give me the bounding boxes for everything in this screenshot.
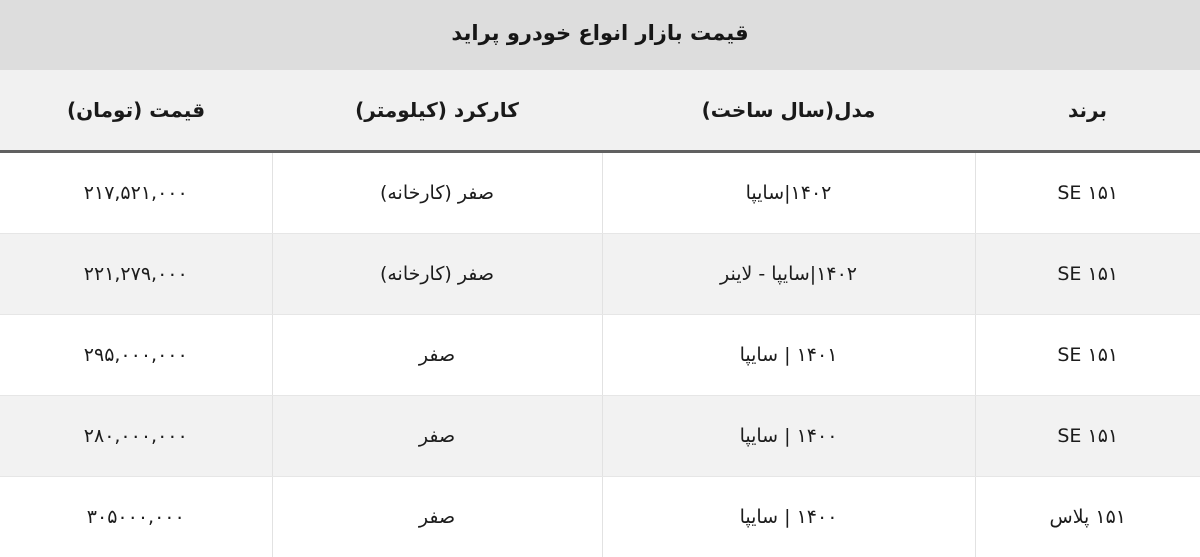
table-body: ۱۵۱ SE ۱۴۰۲|سایپا صفر (کارخانه) ۲۱۷,۵۲۱,… [0, 152, 1200, 557]
table-header-row: برند مدل(سال ساخت) کارکرد (کیلومتر) قیمت… [0, 70, 1200, 152]
car-price-table: برند مدل(سال ساخت) کارکرد (کیلومتر) قیمت… [0, 70, 1200, 557]
cell-brand: ۱۵۱ SE [975, 315, 1200, 396]
cell-model: ۱۴۰۲|سایپا - لاینر [602, 234, 975, 315]
cell-brand: ۱۵۱ پلاس [975, 477, 1200, 557]
column-header-mileage: کارکرد (کیلومتر) [272, 70, 602, 152]
table-row: ۱۵۱ SE ۱۴۰۲|سایپا صفر (کارخانه) ۲۱۷,۵۲۱,… [0, 152, 1200, 234]
cell-price: ۳۰۵۰۰۰,۰۰۰ [0, 477, 272, 557]
table-row: ۱۵۱ SE ۱۴۰۱ | سایپا صفر ۲۹۵,۰۰۰,۰۰۰ [0, 315, 1200, 396]
cell-mileage: صفر [272, 315, 602, 396]
cell-brand: ۱۵۱ SE [975, 234, 1200, 315]
cell-price: ۲۹۵,۰۰۰,۰۰۰ [0, 315, 272, 396]
table-row: ۱۵۱ SE ۱۴۰۲|سایپا - لاینر صفر (کارخانه) … [0, 234, 1200, 315]
table-row: ۱۵۱ پلاس ۱۴۰۰ | سایپا صفر ۳۰۵۰۰۰,۰۰۰ [0, 477, 1200, 557]
cell-price: ۲۲۱,۲۷۹,۰۰۰ [0, 234, 272, 315]
page-title: قیمت بازار انواع خودرو پراید [451, 23, 748, 48]
column-header-brand: برند [975, 70, 1200, 152]
column-header-model: مدل(سال ساخت) [602, 70, 975, 152]
cell-model: ۱۴۰۱ | سایپا [602, 315, 975, 396]
cell-mileage: صفر (کارخانه) [272, 152, 602, 234]
cell-model: ۱۴۰۰ | سایپا [602, 396, 975, 477]
title-banner: قیمت بازار انواع خودرو پراید [0, 0, 1200, 70]
cell-mileage: صفر [272, 477, 602, 557]
price-table-page: قیمت بازار انواع خودرو پراید برند مدل(سا… [0, 0, 1200, 541]
table-row: ۱۵۱ SE ۱۴۰۰ | سایپا صفر ۲۸۰,۰۰۰,۰۰۰ [0, 396, 1200, 477]
cell-brand: ۱۵۱ SE [975, 396, 1200, 477]
cell-model: ۱۴۰۲|سایپا [602, 152, 975, 234]
cell-price: ۲۱۷,۵۲۱,۰۰۰ [0, 152, 272, 234]
cell-mileage: صفر [272, 396, 602, 477]
column-header-price: قیمت (تومان) [0, 70, 272, 152]
cell-model: ۱۴۰۰ | سایپا [602, 477, 975, 557]
cell-brand: ۱۵۱ SE [975, 152, 1200, 234]
table-header: برند مدل(سال ساخت) کارکرد (کیلومتر) قیمت… [0, 70, 1200, 152]
cell-price: ۲۸۰,۰۰۰,۰۰۰ [0, 396, 272, 477]
cell-mileage: صفر (کارخانه) [272, 234, 602, 315]
